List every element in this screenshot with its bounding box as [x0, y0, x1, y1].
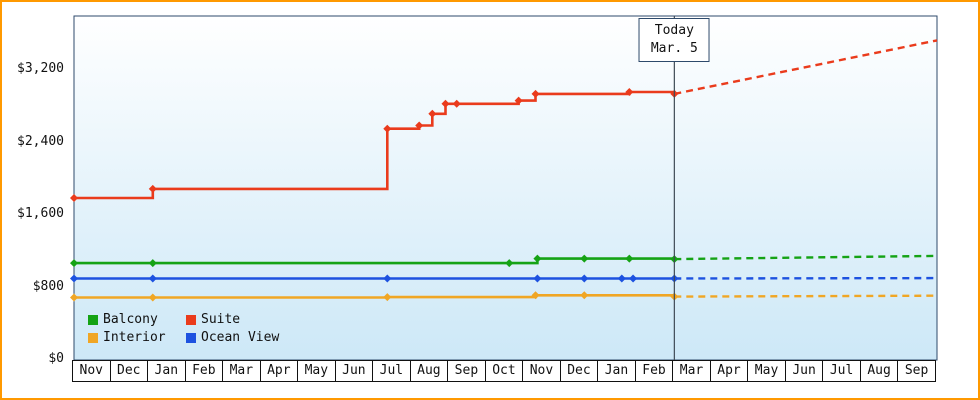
data-point-marker-suite — [625, 88, 634, 97]
data-point-marker-interior — [383, 293, 392, 302]
month-cell: Mar — [672, 360, 711, 382]
data-point-marker-ocean-view — [383, 274, 392, 283]
legend: Balcony Suite Interior Ocean View — [88, 312, 279, 345]
data-point-marker-ocean-view — [580, 274, 589, 283]
data-point-marker-suite — [70, 193, 78, 202]
month-cell: Jan — [597, 360, 636, 382]
month-cell: Jun — [334, 360, 374, 382]
month-cell: Nov — [72, 360, 111, 382]
month-cell: Oct — [484, 360, 524, 382]
month-cell: Jul — [822, 360, 861, 382]
data-point-marker-balcony — [148, 259, 157, 268]
data-point-marker-interior — [148, 293, 157, 302]
legend-label: Interior — [103, 330, 166, 345]
data-point-marker-suite — [531, 89, 540, 98]
month-cell: Jan — [147, 360, 186, 382]
data-point-marker-balcony — [580, 254, 589, 263]
month-cell: Sep — [447, 360, 486, 382]
month-cell: May — [297, 360, 336, 382]
month-cell: Feb — [184, 360, 224, 382]
data-point-marker-suite — [415, 121, 424, 130]
x-axis-month-labels: Nov Dec Jan Feb Mar Apr May Jun Jul Aug Sep Oct Nov D… — [72, 360, 936, 382]
month-cell: Aug — [859, 360, 899, 382]
today-label-line2: Mar. 5 — [650, 41, 698, 56]
data-point-marker-suite — [148, 184, 157, 193]
legend-label: Ocean View — [201, 330, 280, 345]
data-point-marker-suite — [514, 96, 523, 105]
data-point-marker-balcony — [505, 259, 514, 268]
series-forecast-suite — [674, 39, 938, 96]
data-point-marker-suite — [428, 109, 437, 118]
month-cell: Feb — [634, 360, 674, 382]
data-point-marker-suite — [383, 124, 392, 133]
data-point-marker-ocean-view — [70, 274, 78, 283]
legend-swatch-balcony — [88, 314, 98, 325]
legend-item-interior: Interior — [88, 330, 186, 345]
data-point-marker-balcony — [533, 254, 542, 263]
legend-swatch-ocean-view — [186, 332, 196, 343]
month-cell: Nov — [522, 360, 561, 382]
legend-swatch-suite — [186, 314, 196, 325]
month-cell: Jun — [784, 360, 824, 382]
series-line-suite — [74, 90, 676, 200]
data-point-marker-ocean-view — [148, 274, 157, 283]
data-point-marker-interior — [580, 291, 589, 300]
today-marker-label: Today Mar. 5 — [638, 18, 710, 62]
legend-swatch-interior — [88, 332, 98, 343]
today-label-line1: Today — [654, 23, 694, 38]
month-cell: May — [747, 360, 786, 382]
series-forecast-interior — [674, 294, 938, 298]
data-point-marker-ocean-view — [617, 274, 626, 283]
series-forecast-balcony — [674, 254, 938, 261]
data-point-marker-balcony — [70, 259, 78, 268]
legend-label: Suite — [201, 312, 241, 327]
month-cell: Aug — [409, 360, 449, 382]
data-point-marker-ocean-view — [629, 274, 638, 283]
month-cell: Dec — [559, 360, 599, 382]
data-point-marker-interior — [531, 291, 540, 300]
data-point-marker-ocean-view — [533, 274, 542, 283]
legend-label: Balcony — [103, 312, 158, 327]
data-point-marker-interior — [70, 293, 78, 302]
data-point-marker-suite — [441, 99, 450, 108]
data-point-marker-suite — [452, 99, 461, 108]
month-cell: Dec — [109, 360, 149, 382]
legend-item-ocean-view: Ocean View — [186, 330, 279, 345]
month-cell: Jul — [372, 360, 411, 382]
legend-item-suite: Suite — [186, 312, 279, 327]
legend-item-balcony: Balcony — [88, 312, 186, 327]
month-cell: Apr — [259, 360, 299, 382]
month-cell: Mar — [222, 360, 261, 382]
month-cell: Apr — [709, 360, 749, 382]
month-cell: Sep — [897, 360, 936, 382]
data-point-marker-balcony — [625, 254, 634, 263]
